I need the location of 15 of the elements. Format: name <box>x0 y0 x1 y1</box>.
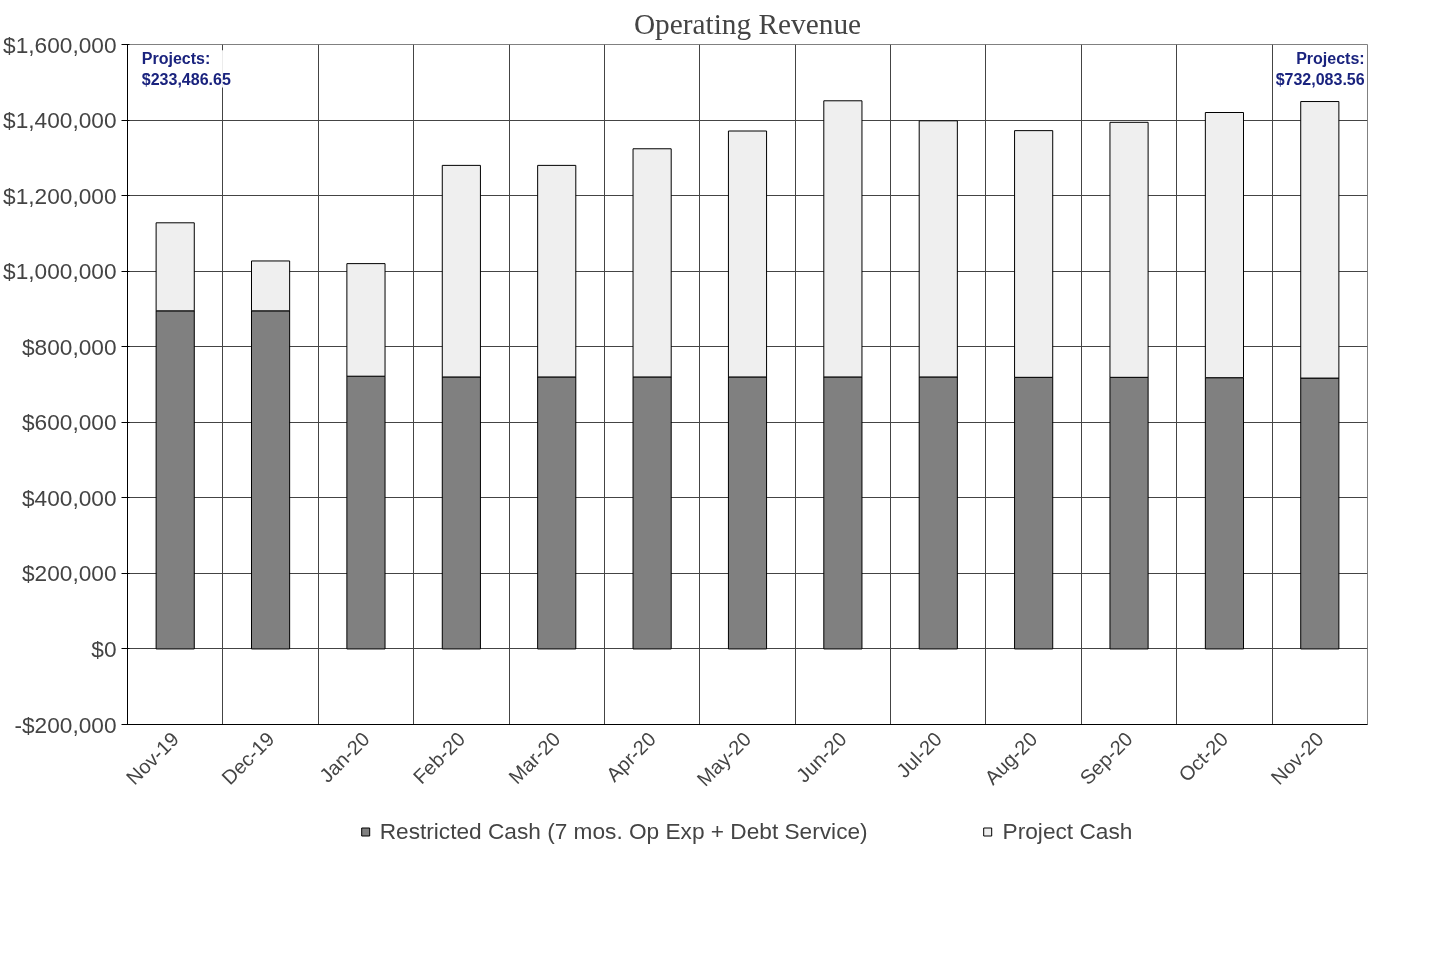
chart-title: Operating Revenue <box>633 7 862 40</box>
y-tick-label: -$200,000 <box>14 711 117 738</box>
y-tick-label: $1,400,000 <box>3 107 117 134</box>
y-tick-label: $400,000 <box>22 484 117 511</box>
y-tick-label: $200,000 <box>22 560 117 587</box>
annotation: Projects: $233,486.65 <box>141 50 231 88</box>
y-tick-label: $1,000,000 <box>3 258 117 285</box>
y-tick-label: $800,000 <box>22 333 117 360</box>
y-tick-label: $1,200,000 <box>3 182 117 209</box>
y-tick-label: $1,600,000 <box>3 31 117 58</box>
legend-label: Restricted Cash (7 mos. Op Exp + Debt Service) <box>379 817 868 845</box>
annotation: Projects: $732,083.56 <box>1275 50 1365 88</box>
legend-label: Project Cash <box>1002 817 1133 845</box>
y-tick-label: $0 <box>91 635 117 662</box>
y-tick-label: $600,000 <box>22 409 117 436</box>
